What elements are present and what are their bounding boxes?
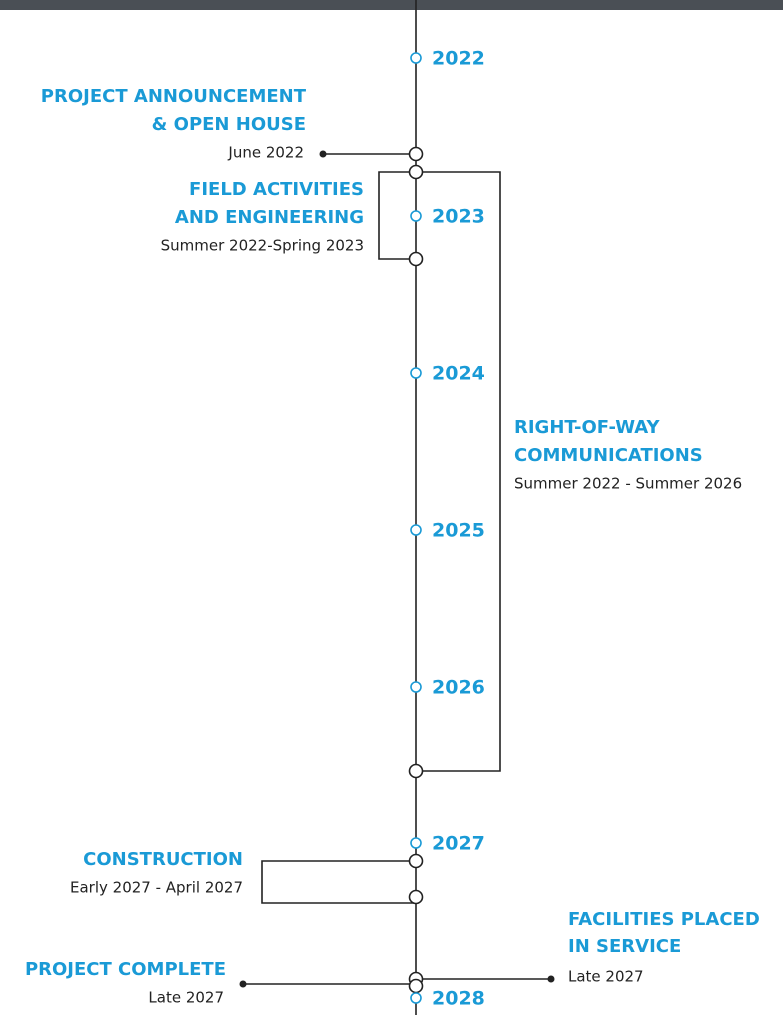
event-title: RIGHT-OF-WAY	[514, 417, 660, 438]
year-marker	[411, 993, 421, 1003]
year-label: 2022	[432, 48, 485, 70]
event-title: FACILITIES PLACED	[568, 909, 760, 930]
year-label: 2026	[432, 677, 485, 699]
connector-dot	[548, 976, 555, 983]
event-date: Summer 2022-Spring 2023	[161, 237, 364, 255]
event-title: & OPEN HOUSE	[152, 114, 306, 135]
event-node	[410, 765, 423, 778]
year-label: 2024	[432, 363, 485, 385]
event-title: AND ENGINEERING	[175, 207, 364, 228]
event-title: CONSTRUCTION	[83, 849, 243, 870]
event-date: Early 2027 - April 2027	[70, 879, 243, 897]
event-node	[410, 253, 423, 266]
event-title: IN SERVICE	[568, 936, 681, 957]
event-title: PROJECT ANNOUNCEMENT	[41, 86, 307, 107]
year-label: 2028	[432, 988, 485, 1010]
event-date: June 2022	[227, 144, 304, 162]
event-title: FIELD ACTIVITIES	[189, 179, 364, 200]
event-date: Summer 2022 - Summer 2026	[514, 475, 742, 493]
event-node	[410, 855, 423, 868]
event-title: PROJECT COMPLETE	[25, 959, 226, 980]
year-marker	[411, 525, 421, 535]
year-marker	[411, 368, 421, 378]
timeline: 2022 2023 2024 2025 2026 2027 2028 PROJECT ANN…	[0, 0, 783, 1015]
bracket	[262, 861, 416, 903]
event-date: Late 2027	[568, 968, 644, 986]
event-node	[410, 148, 423, 161]
year-marker	[411, 682, 421, 692]
year-label: 2025	[432, 520, 485, 542]
event-node	[410, 891, 423, 904]
year-marker	[411, 53, 421, 63]
event-node	[410, 166, 423, 179]
year-marker	[411, 211, 421, 221]
year-label: 2027	[432, 833, 485, 855]
connector-dot	[240, 981, 247, 988]
header-photo-strip	[0, 0, 783, 10]
year-marker	[411, 838, 421, 848]
connector-dot	[320, 151, 327, 158]
event-title: COMMUNICATIONS	[514, 445, 703, 466]
year-label: 2023	[432, 206, 485, 228]
event-node	[410, 980, 423, 993]
event-date: Late 2027	[148, 989, 224, 1007]
